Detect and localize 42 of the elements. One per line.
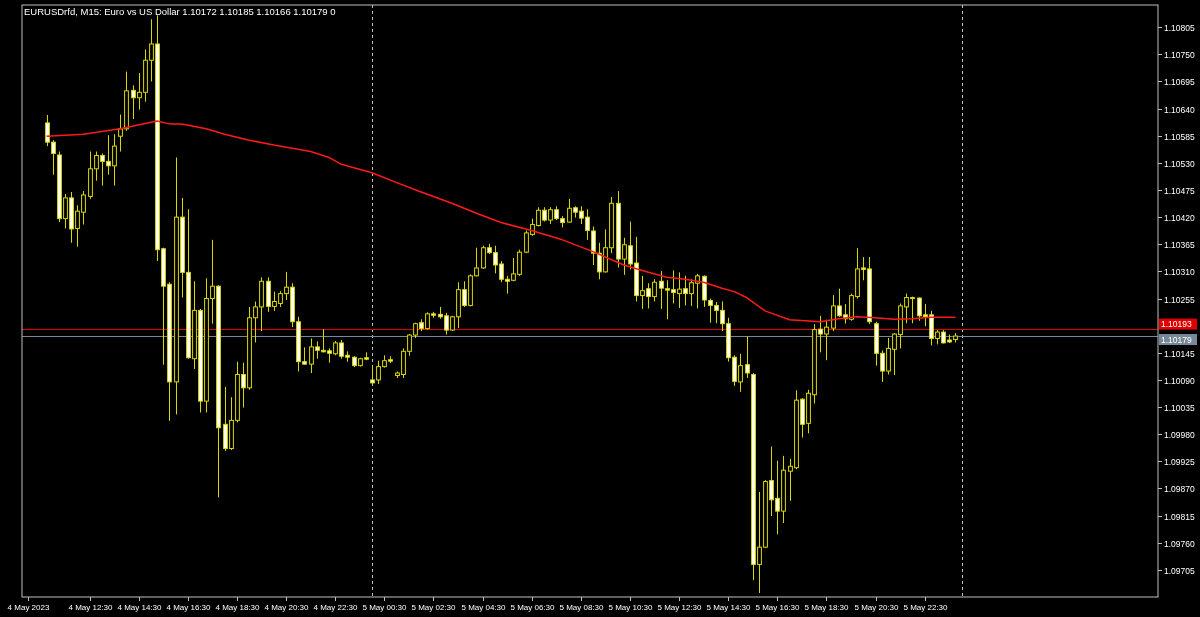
- x-tick-label: 5 May 06:30: [510, 603, 556, 612]
- y-tick-label: 1.10805: [1164, 22, 1195, 33]
- x-tick-label: 4 May 14:30: [117, 603, 163, 612]
- x-tick-label: 4 May 2023: [7, 603, 50, 612]
- y-tick-label: 1.10695: [1164, 76, 1195, 87]
- x-tick-label: 4 May 12:30: [68, 603, 114, 612]
- x-tick-label: 5 May 10:30: [608, 603, 654, 612]
- x-tick-label: 5 May 20:30: [854, 603, 900, 612]
- y-tick-label: 1.10750: [1164, 49, 1195, 60]
- y-tick-label: 1.09925: [1164, 456, 1195, 467]
- y-tick-label: 1.10145: [1164, 348, 1195, 359]
- y-tick-label: 1.10640: [1164, 104, 1195, 115]
- y-tick-label: 1.09760: [1164, 538, 1195, 549]
- x-tick-label: 4 May 22:30: [313, 603, 359, 612]
- x-tick-label: 5 May 16:30: [755, 603, 801, 612]
- y-tick-label: 1.09980: [1164, 429, 1195, 440]
- x-tick-label: 5 May 04:30: [461, 603, 507, 612]
- y-tick-label: 1.10035: [1164, 402, 1195, 413]
- x-tick-label: 5 May 18:30: [804, 603, 850, 612]
- x-tick-label: 5 May 08:30: [559, 603, 605, 612]
- ref-line-label: 1.10193: [1161, 319, 1192, 330]
- x-tick-label: 4 May 16:30: [166, 603, 212, 612]
- y-tick-label: 1.10420: [1164, 212, 1195, 223]
- y-tick-label: 1.10310: [1164, 266, 1195, 277]
- x-tick-label: 5 May 14:30: [706, 603, 752, 612]
- x-tick-label: 5 May 00:30: [362, 603, 408, 612]
- x-tick-label: 5 May 22:30: [903, 603, 949, 612]
- y-tick-label: 1.09870: [1164, 483, 1195, 494]
- x-tick-label: 5 May 12:30: [657, 603, 703, 612]
- x-tick-label: 4 May 20:30: [264, 603, 310, 612]
- y-tick-label: 1.09705: [1164, 565, 1195, 576]
- y-tick-label: 1.10585: [1164, 131, 1195, 142]
- ref-line-label: 1.10179: [1161, 334, 1192, 345]
- y-tick-label: 1.10090: [1164, 375, 1195, 386]
- y-tick-label: 1.10365: [1164, 239, 1195, 250]
- y-tick-label: 1.10255: [1164, 294, 1195, 305]
- chart-title: EURUSDrfd, M15: Euro vs US Dollar 1.10172 1.10185 1.10166 1.10179 0: [24, 6, 336, 17]
- y-tick-label: 1.09815: [1164, 511, 1195, 522]
- y-tick-label: 1.10475: [1164, 185, 1195, 196]
- y-tick-label: 1.10530: [1164, 158, 1195, 169]
- x-tick-label: 4 May 18:30: [215, 603, 261, 612]
- x-tick-label: 5 May 02:30: [411, 603, 457, 612]
